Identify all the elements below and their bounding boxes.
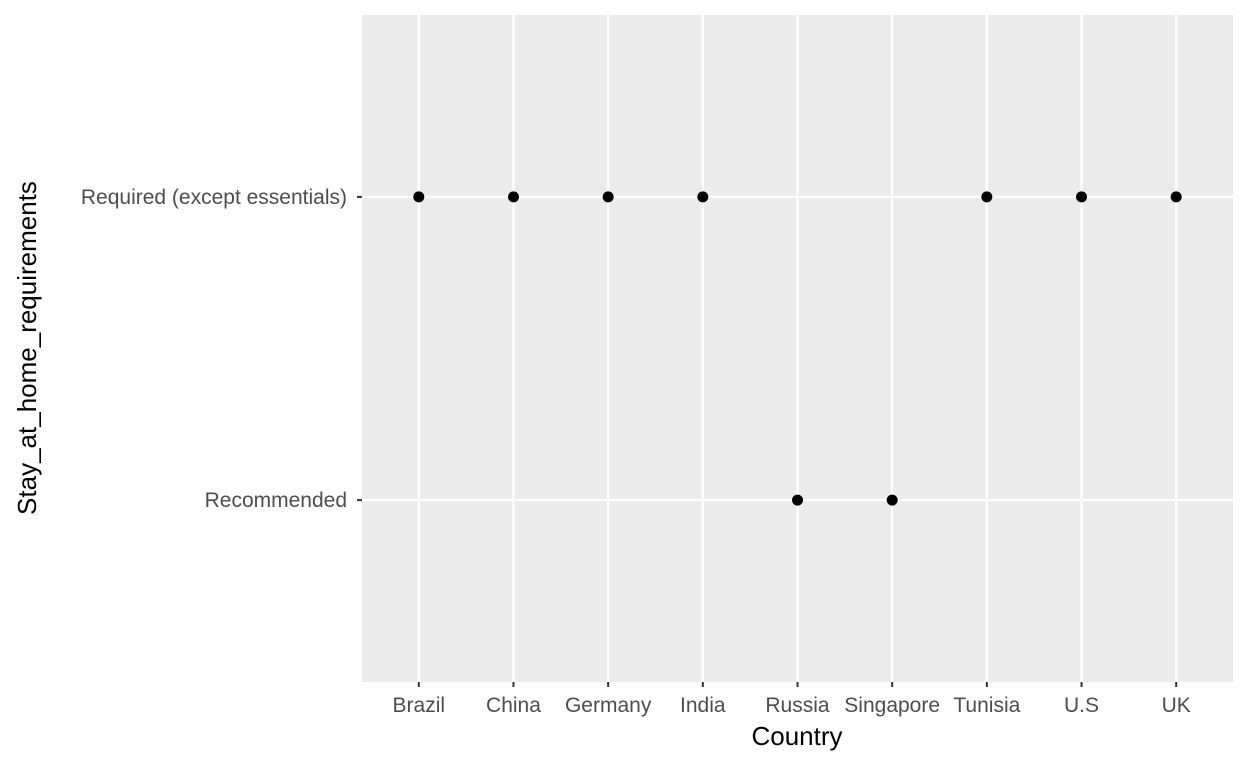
data-point — [413, 191, 425, 203]
x-tick-label: Brazil — [393, 694, 446, 717]
x-tick-label: Russia — [765, 694, 830, 717]
data-point — [507, 191, 519, 203]
data-point — [886, 494, 898, 506]
x-tick-label: Tunisia — [953, 694, 1020, 717]
data-point — [981, 191, 993, 203]
data-point — [602, 191, 614, 203]
y-axis-title: Stay_at_home_requirements — [12, 181, 42, 515]
x-axis-title: Country — [751, 721, 842, 751]
x-tick-label: U.S — [1064, 694, 1099, 717]
y-axis-ticks: Recommended Required (except essentials) — [81, 186, 362, 512]
x-tick-label: China — [486, 694, 541, 717]
data-point — [1170, 191, 1182, 203]
y-tick-label: Recommended — [205, 489, 347, 512]
y-tick-label: Required (except essentials) — [81, 186, 347, 209]
x-tick-label: Germany — [565, 694, 652, 717]
data-point — [792, 494, 803, 506]
data-point — [1076, 191, 1088, 203]
x-tick-label: UK — [1162, 694, 1191, 717]
x-tick-label: Singapore — [844, 694, 940, 717]
x-tick-label: India — [680, 694, 726, 717]
data-point — [697, 191, 709, 203]
x-axis-ticks: Brazil China Germany India Russia Singapore Tu… — [393, 682, 1191, 717]
data-points — [413, 191, 1182, 506]
